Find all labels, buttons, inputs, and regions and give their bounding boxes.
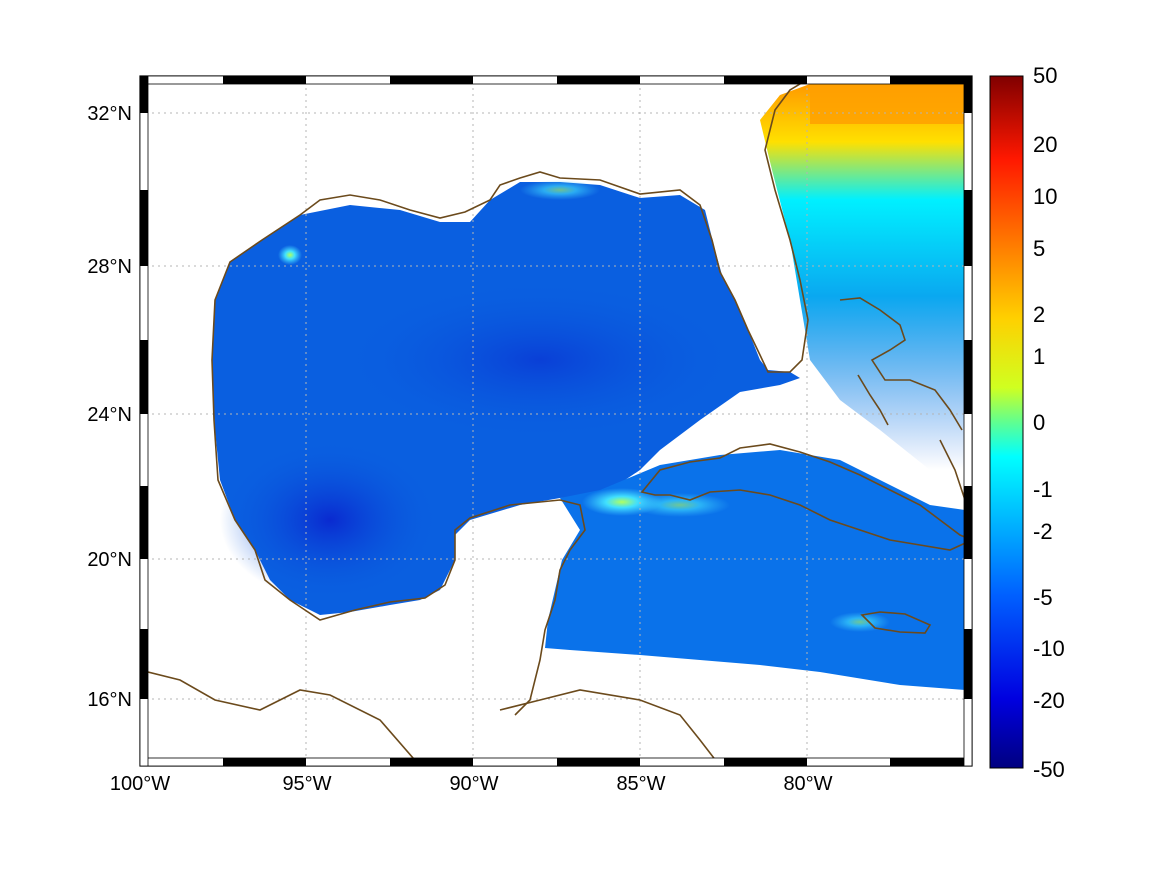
colorbar-label: 2 — [1033, 302, 1045, 327]
colorbar-label: -2 — [1033, 519, 1053, 544]
lat-label: 24°N — [87, 404, 132, 426]
colorbar-label: -20 — [1033, 688, 1065, 713]
mexico-coast — [211, 359, 586, 716]
colorbar-label: -5 — [1033, 585, 1053, 610]
cuba-south-spot — [630, 493, 730, 517]
colorbar-label: 20 — [1033, 132, 1057, 157]
deep-blue-core — [220, 440, 440, 600]
lon-label: 90°W — [449, 773, 498, 795]
atlantic-field — [760, 84, 965, 470]
hispaniola-edge — [939, 439, 966, 501]
colorbar-label: 5 — [1033, 236, 1045, 261]
colorbar-label: -50 — [1033, 757, 1065, 782]
bahamas-coast — [839, 297, 963, 431]
lon-label: 85°W — [616, 773, 665, 795]
colorbar: 50 20 10 5 2 1 0 -1 -2 -5 -10 -20 -50 — [989, 63, 1065, 782]
latitude-labels: 32°N 28°N 24°N 20°N 16°N — [87, 103, 132, 711]
longitude-labels: 100°W 95°W 90°W 85°W 80°W — [110, 773, 833, 795]
colorbar-gradient — [989, 75, 1024, 769]
deep-blue-core-2 — [340, 280, 740, 440]
colorbar-label: 50 — [1033, 63, 1057, 88]
lat-label: 16°N — [87, 689, 132, 711]
central-america-coast — [140, 669, 421, 766]
mississippi-spot — [520, 180, 600, 200]
lat-label: 32°N — [87, 103, 132, 125]
lon-label: 100°W — [110, 773, 170, 795]
colorbar-label: 0 — [1033, 410, 1045, 435]
jamaica-coast — [860, 611, 932, 634]
colorbar-label: -1 — [1033, 477, 1053, 502]
cuba-coast — [640, 443, 972, 551]
lon-label: 95°W — [282, 773, 331, 795]
lat-label: 28°N — [87, 256, 132, 278]
lon-label: 80°W — [783, 773, 832, 795]
lat-label: 20°N — [87, 549, 132, 571]
colorbar-label: 10 — [1033, 184, 1057, 209]
colorbar-labels: 50 20 10 5 2 1 0 -1 -2 -5 -10 -20 -50 — [1033, 63, 1065, 782]
coastlines — [140, 77, 972, 766]
texas-spot — [278, 245, 302, 265]
colorbar-label: -10 — [1033, 636, 1065, 661]
graticule — [140, 76, 972, 766]
bahamas-coast-2 — [857, 374, 889, 426]
honduras-coast — [499, 689, 721, 766]
colorbar-label: 1 — [1033, 344, 1045, 369]
us-gulf-coast — [211, 77, 811, 373]
ocean-field — [140, 76, 972, 766]
map-frame — [139, 75, 973, 767]
atlantic-warm-band — [810, 84, 965, 124]
